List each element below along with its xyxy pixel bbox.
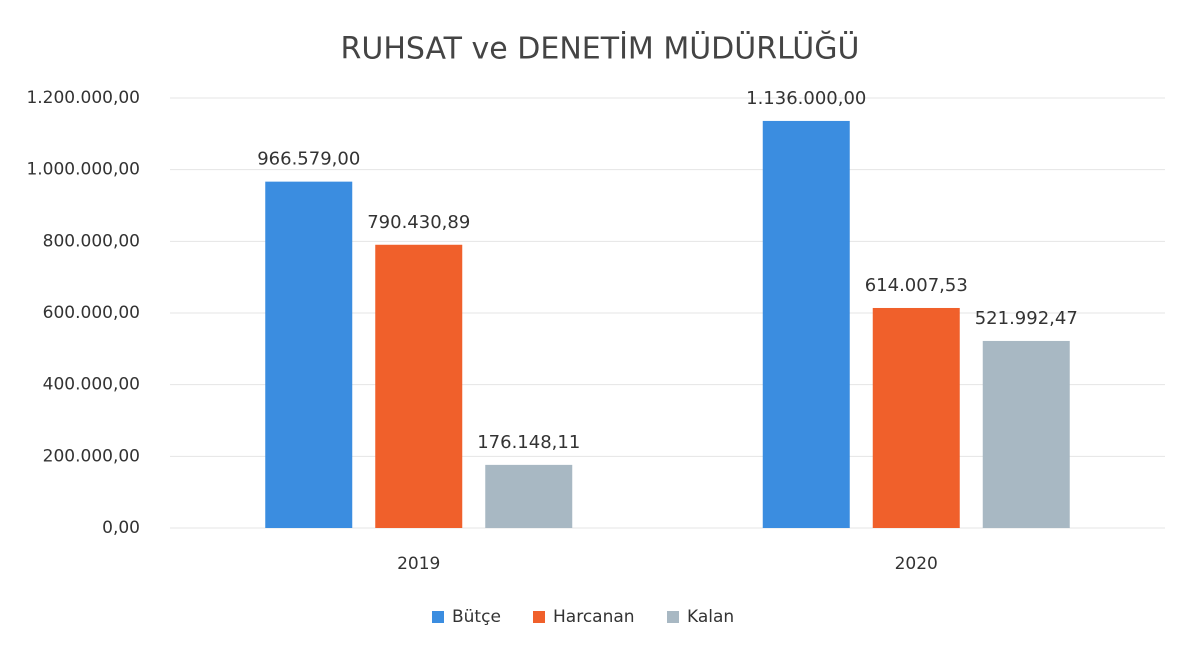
y-tick-label: 400.000,00 [43, 375, 140, 395]
y-tick-label: 0,00 [102, 518, 140, 538]
legend-swatch [533, 611, 545, 623]
legend-label: Kalan [687, 607, 734, 627]
bar [982, 340, 1070, 528]
bar [265, 181, 353, 529]
bar [375, 244, 463, 528]
y-tick-label: 800.000,00 [43, 231, 140, 251]
y-tick-label: 200.000,00 [43, 446, 140, 466]
legend-swatch [432, 611, 444, 623]
x-tick-label: 2019 [397, 554, 440, 574]
data-label: 614.007,53 [865, 275, 968, 296]
data-label: 176.148,11 [477, 432, 580, 453]
chart-title: RUHSAT ve DENETİM MÜDÜRLÜĞÜ [341, 30, 860, 67]
bar [762, 120, 850, 528]
bar [872, 307, 960, 528]
y-tick-label: 1.000.000,00 [26, 160, 140, 180]
y-tick-label: 600.000,00 [43, 303, 140, 323]
data-label: 1.136.000,00 [746, 88, 866, 109]
data-label: 966.579,00 [257, 149, 360, 170]
data-label: 790.430,89 [367, 212, 470, 233]
y-tick-label: 1.200.000,00 [26, 88, 140, 108]
legend-label: Bütçe [452, 607, 501, 627]
bar [485, 464, 573, 528]
x-tick-label: 2020 [895, 554, 938, 574]
legend-swatch [667, 611, 679, 623]
legend-label: Harcanan [553, 607, 635, 627]
data-label: 521.992,47 [975, 308, 1078, 329]
